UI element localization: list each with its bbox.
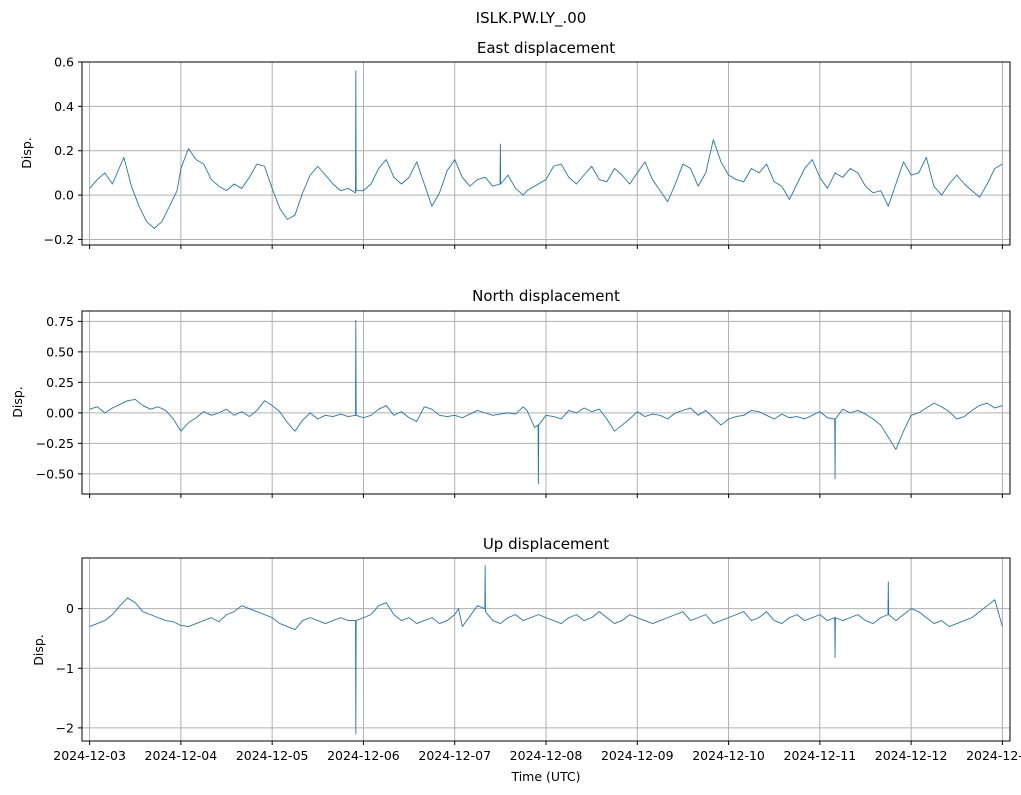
- panel-up-ticks: 2024-12-03 2024-12-04 2024-12-05 2024-12-06…: [53, 601, 1021, 763]
- x-tick-label-5: 2024-12-08: [510, 748, 583, 763]
- panel-north: North displacement Disp. −0.50 −0.25 0.00 0…: [10, 287, 1011, 498]
- x-axis-label: Time (UTC): [510, 769, 580, 784]
- panel-up-ytick-label-1: −1: [56, 661, 74, 676]
- panel-up: Up displacement Disp. 2024-12-03 2024-12-…: [31, 535, 1021, 763]
- x-tick-label-1: 2024-12-04: [145, 748, 218, 763]
- x-tick-label-3: 2024-12-06: [327, 748, 400, 763]
- x-tick-label-4: 2024-12-07: [418, 748, 491, 763]
- x-tick-label-8: 2024-12-11: [784, 748, 857, 763]
- x-tick-label-10: 2024-12-13: [966, 748, 1021, 763]
- panel-east-grid: [82, 61, 1010, 245]
- panel-east-series-line-0: [89, 70, 1003, 229]
- panel-north-trace-group: [89, 319, 1003, 485]
- panel-north-ytick-label-1: −0.25: [36, 436, 74, 451]
- panel-north-title: North displacement: [472, 287, 620, 305]
- x-tick-label-2: 2024-12-05: [236, 748, 309, 763]
- x-tick-label-7: 2024-12-10: [692, 748, 765, 763]
- panel-up-series-line-0: [89, 565, 1003, 735]
- panel-up-title: Up displacement: [483, 535, 609, 553]
- figure-suptitle: ISLK.PW.LY_.00: [476, 9, 587, 28]
- panel-east-ylabel: Disp.: [19, 137, 34, 169]
- panel-east-trace-group: [89, 70, 1003, 229]
- x-tick-label-9: 2024-12-12: [875, 748, 948, 763]
- panel-up-ylabel: Disp.: [31, 634, 46, 666]
- panel-up-ytick-label-0: −2: [56, 720, 74, 735]
- panel-east: East displacement Disp. −0.2 0.0 0.2 0.4 0.6: [19, 39, 1011, 249]
- panel-up-trace-group: [89, 565, 1003, 735]
- panel-north-ytick-label-2: 0.00: [46, 405, 74, 420]
- x-tick-label-0: 2024-12-03: [53, 748, 126, 763]
- panel-north-ticks: −0.50 −0.25 0.00 0.25 0.50 0.75: [36, 314, 1003, 498]
- panel-north-grid: [82, 311, 1010, 494]
- panel-east-ytick-label-2: 0.2: [54, 143, 74, 158]
- panel-east-ytick-label-4: 0.6: [54, 55, 74, 70]
- panel-north-series-line-0: [89, 319, 1003, 485]
- panel-east-ytick-label-1: 0.0: [54, 188, 74, 203]
- panel-north-ytick-label-5: 0.75: [46, 314, 74, 329]
- panel-up-ytick-label-2: 0: [66, 601, 74, 616]
- panel-north-ytick-label-3: 0.25: [46, 375, 74, 390]
- panel-north-ytick-label-4: 0.50: [46, 344, 74, 359]
- panel-east-title: East displacement: [477, 39, 615, 57]
- panel-north-ytick-label-0: −0.50: [36, 466, 74, 481]
- panel-east-frame: [81, 61, 1011, 246]
- panel-up-frame: [81, 557, 1011, 742]
- panel-north-frame: [81, 310, 1011, 495]
- panel-north-ylabel: Disp.: [10, 386, 25, 418]
- panel-east-ytick-label-0: −0.2: [44, 232, 74, 247]
- x-tick-label-6: 2024-12-09: [601, 748, 674, 763]
- panel-up-grid: [82, 558, 1010, 741]
- panel-east-ytick-label-3: 0.4: [54, 99, 74, 114]
- panel-east-ticks: −0.2 0.0 0.2 0.4 0.6: [44, 55, 1003, 249]
